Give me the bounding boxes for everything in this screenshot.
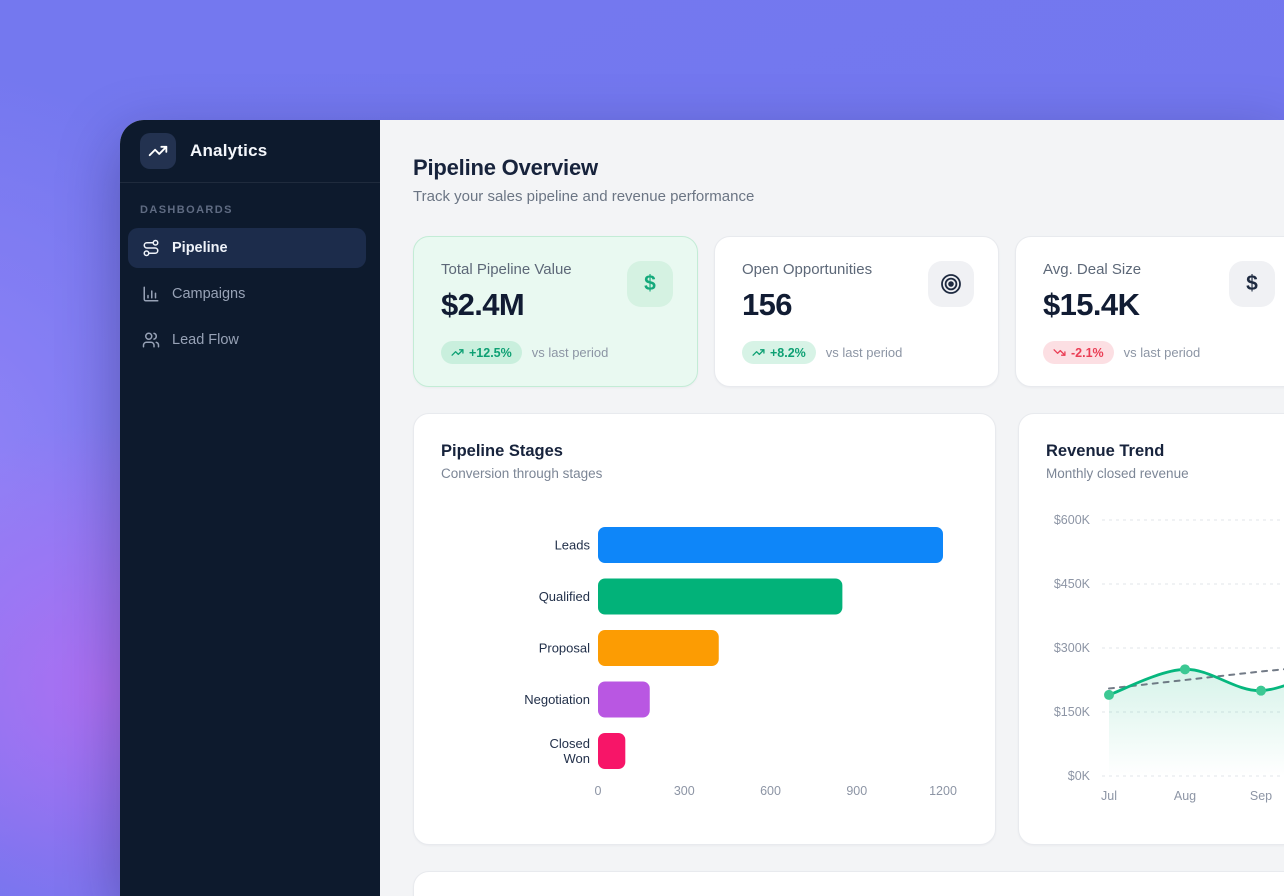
- svg-text:Jul: Jul: [1101, 789, 1117, 803]
- svg-text:0: 0: [595, 784, 602, 798]
- kpi-label: Total Pipeline Value: [441, 261, 572, 278]
- kpi-card-avg-deal-size: Avg. Deal Size $15.4K -2.1% vs last peri…: [1015, 236, 1284, 387]
- svg-text:$0K: $0K: [1068, 769, 1091, 783]
- svg-text:600: 600: [760, 784, 781, 798]
- svg-text:1200: 1200: [929, 784, 957, 798]
- sidebar-section-label: DASHBOARDS: [140, 204, 233, 216]
- sidebar: Analytics DASHBOARDS Pipeline: [120, 120, 380, 896]
- bar-chart-icon: [142, 285, 160, 303]
- kpi-row: Total Pipeline Value $2.4M +12.5% vs las…: [413, 236, 1284, 387]
- svg-text:$450K: $450K: [1054, 577, 1091, 591]
- target-icon: [928, 261, 974, 307]
- svg-text:900: 900: [846, 784, 867, 798]
- kpi-value: $15.4K: [1043, 287, 1140, 322]
- kpi-compare-label: vs last period: [1123, 345, 1201, 360]
- kpi-label: Avg. Deal Size: [1043, 261, 1142, 278]
- delta-badge: +8.2%: [742, 341, 816, 364]
- kpi-compare-label: vs last period: [825, 345, 903, 360]
- trending-up-icon: [140, 133, 176, 169]
- panel-subtitle: Monthly closed revenue: [1046, 466, 1189, 481]
- charts-row: Pipeline Stages Conversion through stage…: [413, 413, 1284, 845]
- panel-subtitle: Conversion through stages: [441, 466, 603, 481]
- sidebar-item-pipeline[interactable]: Pipeline: [128, 228, 366, 268]
- dollar-icon: $: [627, 261, 673, 307]
- kpi-value: $2.4M: [441, 287, 525, 322]
- route-icon: [142, 239, 160, 257]
- brand: Analytics: [120, 120, 380, 183]
- trending-down-icon: [1053, 349, 1066, 356]
- sidebar-item-label: Lead Flow: [172, 332, 239, 348]
- delta-badge: +12.5%: [441, 341, 522, 364]
- delta-badge: -2.1%: [1043, 341, 1114, 364]
- svg-text:Aug: Aug: [1174, 789, 1196, 803]
- revenue-trend-card: Revenue Trend Monthly closed revenue $60…: [1018, 413, 1284, 845]
- main-content: Pipeline Overview Track your sales pipel…: [380, 120, 1284, 896]
- svg-text:Leads: Leads: [555, 538, 591, 553]
- kpi-card-open-opportunities: Open Opportunities 156 +8.2% vs last per…: [714, 236, 999, 387]
- svg-text:Qualified: Qualified: [539, 589, 590, 604]
- svg-text:300: 300: [674, 784, 695, 798]
- sidebar-nav: Pipeline Campaigns: [120, 228, 380, 366]
- revenue-trend-line-chart: $600K $450K $300K $150K $0K Jul Aug Sep: [1054, 513, 1284, 803]
- kpi-label: Open Opportunities: [742, 261, 873, 278]
- page-header: Pipeline Overview Track your sales pipel…: [413, 155, 1284, 208]
- page-subtitle: Track your sales pipeline and revenue pe…: [413, 188, 755, 205]
- trending-up-icon: [752, 349, 765, 356]
- bottom-card-partial: [413, 871, 1284, 896]
- brand-name: Analytics: [190, 141, 268, 160]
- app-window: Analytics DASHBOARDS Pipeline: [120, 120, 1284, 896]
- sidebar-item-label: Campaigns: [172, 286, 246, 302]
- trending-up-icon: [451, 349, 464, 356]
- svg-text:Negotiation: Negotiation: [524, 692, 590, 707]
- sidebar-item-lead-flow[interactable]: Lead Flow: [128, 320, 366, 360]
- svg-text:$150K: $150K: [1054, 705, 1091, 719]
- pipeline-stages-card: Pipeline Stages Conversion through stage…: [413, 413, 996, 845]
- svg-text:Sep: Sep: [1250, 789, 1272, 803]
- users-icon: [142, 331, 160, 349]
- panel-title: Revenue Trend: [1046, 442, 1165, 460]
- sidebar-item-campaigns[interactable]: Campaigns: [128, 274, 366, 314]
- dollar-icon: $: [1229, 261, 1275, 307]
- kpi-card-total-pipeline-value: Total Pipeline Value $2.4M +12.5% vs las…: [413, 236, 698, 387]
- svg-text:$300K: $300K: [1054, 641, 1091, 655]
- kpi-value: 156: [742, 287, 793, 322]
- kpi-compare-label: vs last period: [531, 345, 609, 360]
- page-title: Pipeline Overview: [413, 155, 598, 180]
- pipeline-stages-bar-chart: Leads Qualified Proposal Negotiation Closed W…: [524, 527, 957, 798]
- svg-text:$600K: $600K: [1054, 513, 1091, 527]
- svg-text:Proposal: Proposal: [539, 641, 590, 656]
- sidebar-item-label: Pipeline: [172, 240, 228, 256]
- panel-title: Pipeline Stages: [441, 442, 563, 460]
